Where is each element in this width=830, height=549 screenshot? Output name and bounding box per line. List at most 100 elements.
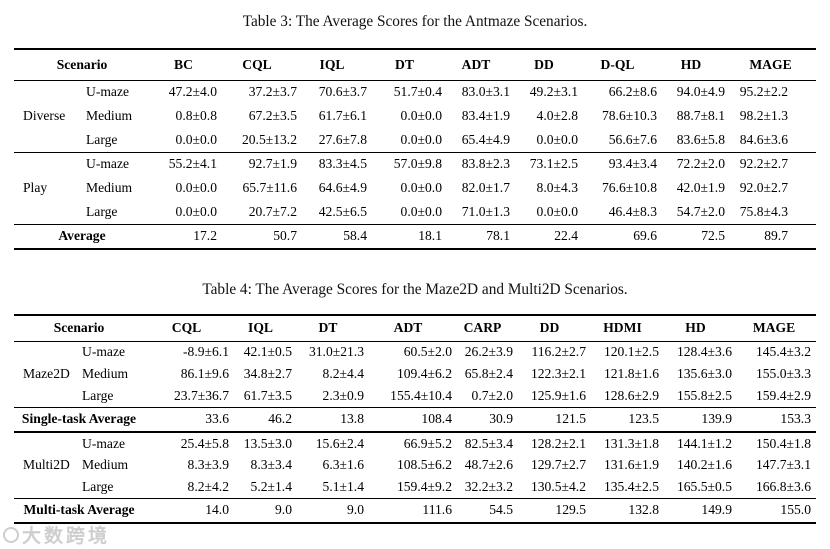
score-cell: 147.7±3.1	[755, 457, 811, 472]
score-cell: 8.2±4.2	[187, 478, 229, 494]
score-cell: 92.7±1.9	[217, 151, 297, 176]
score-cell: 92.2±2.7	[725, 151, 816, 176]
score-cell: 128.6±2.9	[603, 387, 659, 403]
score-cell: 0.0±0.0	[536, 203, 578, 219]
score-cell: 135.6±3.0	[676, 366, 732, 381]
score-cell: 8.2±4.4	[322, 366, 364, 381]
score-cell: 121.5	[513, 406, 586, 433]
scenario-label: U-maze	[78, 79, 150, 104]
score-cell: 8.0±4.3	[536, 180, 578, 195]
column-header: DT	[367, 49, 442, 81]
table-row: Medium 86.1±9.6 34.8±2.7 8.2±4.4 109.4±6.2 65…	[14, 363, 816, 385]
group-label: Maze2D	[14, 340, 74, 407]
table-3-container: Scenario BC CQL IQL DT ADT DD D-QL HD MAGE Diverse…	[0, 48, 830, 250]
score-cell: 51.7±0.4	[367, 79, 442, 104]
scenario-label: Large	[86, 131, 118, 147]
score-cell: 20.5±13.2	[241, 131, 297, 147]
score-cell: 95.2±2.2	[725, 79, 816, 104]
score-cell: 150.4±1.8	[732, 431, 816, 454]
summary-label: Single-task Average	[14, 406, 144, 433]
column-header: CQL	[217, 49, 297, 81]
column-header: IQL	[229, 315, 292, 342]
score-cell: 66.9±5.2	[364, 431, 452, 454]
column-header: MAGE	[725, 49, 816, 81]
score-cell: 155.0	[732, 497, 816, 523]
table-row: Diverse U-maze 47.2±4.0 37.2±3.7 70.6±3.7 51.…	[14, 79, 816, 152]
score-cell: 129.5	[513, 497, 586, 523]
score-cell: 37.2±3.7	[217, 79, 297, 104]
scenario-label: U-maze	[74, 431, 144, 454]
score-cell: 6.3±1.6	[322, 457, 364, 472]
score-cell: 71.0±1.3	[461, 203, 510, 219]
column-header: HDMI	[586, 315, 659, 342]
score-cell: 0.0±0.0	[175, 131, 217, 147]
score-cell: 32.2±3.2	[464, 478, 513, 494]
score-cell: 149.9	[659, 497, 732, 523]
score-cell: 83.4±1.9	[461, 108, 510, 123]
score-cell: 48.7±2.6	[464, 457, 513, 472]
score-cell: 166.8±3.6	[755, 478, 811, 494]
score-cell: 55.2±4.1	[150, 151, 217, 176]
summary-label: Multi-task Average	[14, 497, 144, 523]
score-cell: 42.1±0.5	[229, 340, 292, 363]
table-row: Multi2D U-maze 25.4±5.8 13.5±3.0 15.6±2.4 66.…	[14, 431, 816, 498]
score-cell: 42.0±1.9	[676, 180, 725, 195]
score-cell: 65.8±2.4	[464, 366, 513, 381]
score-cell: 76.6±10.8	[601, 180, 657, 195]
summary-row: Average 17.2 50.7 58.4 18.1 78.1 22.4 69.6 72.5 8…	[14, 223, 816, 249]
score-cell: 131.3±1.8	[586, 431, 659, 454]
score-cell: 70.6±3.7	[297, 79, 367, 104]
score-cell: 46.2	[229, 406, 292, 433]
data-table: Scenario BC CQL IQL DT ADT DD D-QL HD MAGE Diverse…	[14, 48, 816, 250]
score-cell: 49.2±3.1	[510, 79, 578, 104]
score-cell: 67.2±3.5	[248, 108, 297, 123]
column-header: CQL	[144, 315, 229, 342]
score-cell: 75.8±4.3	[739, 203, 788, 219]
score-cell: 31.0±21.3	[292, 340, 364, 363]
scenario-label: Medium	[86, 180, 133, 195]
summary-row: Single-task Average 33.6 46.2 13.8 108.4 30.9…	[14, 406, 816, 433]
score-cell: 128.2±2.1	[513, 431, 586, 454]
scenario-column-header: Scenario	[14, 315, 144, 342]
score-cell: 132.8	[586, 497, 659, 523]
table-caption: Table 3: The Average Scores for the Antm…	[242, 13, 588, 30]
score-cell: 54.5	[452, 497, 513, 523]
score-cell: 78.6±10.3	[601, 108, 657, 123]
score-cell: 155.0±3.3	[755, 366, 811, 381]
score-cell: 0.0±0.0	[400, 108, 442, 123]
column-header: DD	[510, 49, 578, 81]
score-cell: 15.6±2.4	[292, 431, 364, 454]
table-4-container: Scenario CQL IQL DT ADT CARP DD HDMI HD MAGE Maze2…	[0, 314, 830, 524]
score-cell: 84.6±3.6	[739, 131, 788, 147]
score-cell: 13.5±3.0	[229, 431, 292, 454]
score-cell: 26.2±3.9	[452, 340, 513, 363]
score-cell: 72.5	[657, 223, 725, 249]
score-cell: 50.7	[217, 223, 297, 249]
data-table: Scenario CQL IQL DT ADT CARP DD HDMI HD MAGE Maze2…	[14, 314, 816, 524]
score-cell: 82.0±1.7	[461, 180, 510, 195]
score-cell: 131.6±1.9	[603, 457, 659, 472]
score-cell: 122.3±2.1	[530, 366, 586, 381]
score-cell: 140.2±1.6	[676, 457, 732, 472]
score-cell: 153.3	[732, 406, 816, 433]
score-cell: 98.2±1.3	[739, 108, 788, 123]
score-cell: 58.4	[297, 223, 367, 249]
scenario-label: Medium	[82, 457, 129, 472]
score-cell: 69.6	[578, 223, 657, 249]
scenario-label: Medium	[82, 366, 129, 381]
score-cell: 88.7±8.1	[676, 108, 725, 123]
table-caption: Table 4: The Average Scores for the Maze…	[202, 281, 628, 298]
column-header: DD	[513, 315, 586, 342]
score-cell: 78.1	[442, 223, 510, 249]
score-cell: 92.0±2.7	[739, 180, 788, 195]
score-cell: 89.7	[725, 223, 816, 249]
score-cell: 0.0±0.0	[400, 180, 442, 195]
column-header: D-QL	[578, 49, 657, 81]
score-cell: 73.1±2.5	[510, 151, 578, 176]
score-cell: 5.1±1.4	[322, 478, 364, 494]
score-cell: 22.4	[510, 223, 578, 249]
score-cell: 9.0	[229, 497, 292, 523]
group-label: Play	[14, 151, 78, 224]
scenario-label: Large	[82, 478, 114, 494]
score-cell: 46.4±8.3	[608, 203, 657, 219]
